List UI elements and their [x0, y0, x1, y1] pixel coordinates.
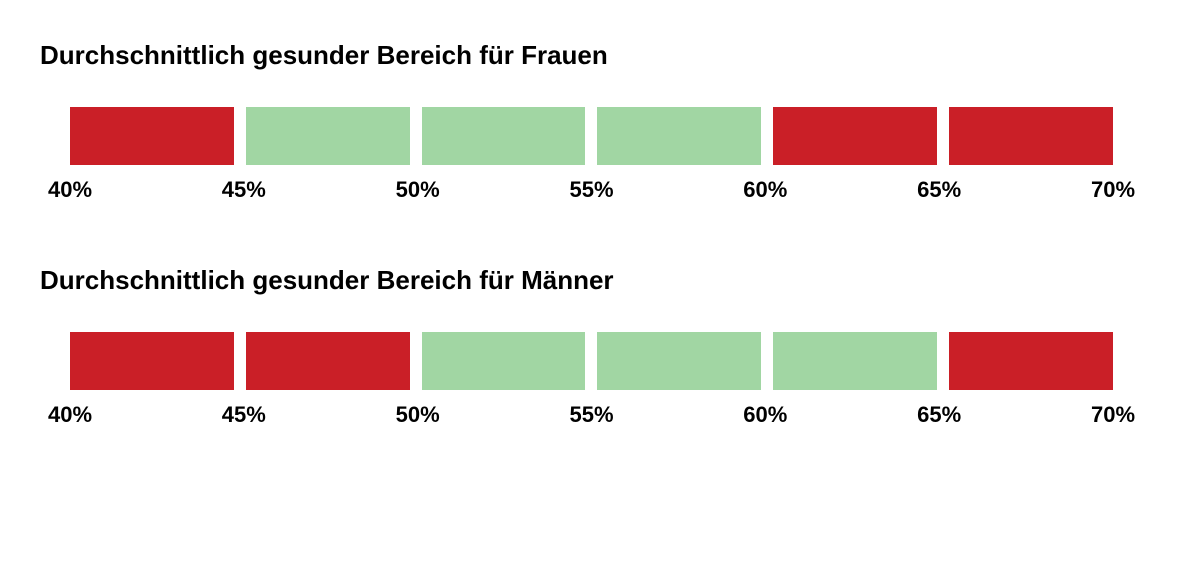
axis-tick-label: 55%	[569, 177, 613, 203]
bar-segment	[949, 332, 1113, 390]
bar-segment	[70, 107, 234, 165]
axis-tick-label: 70%	[1091, 402, 1135, 428]
bar-segment	[422, 332, 586, 390]
axis-tick-label: 45%	[222, 402, 266, 428]
bar-track	[70, 107, 1113, 165]
bar-segment	[773, 107, 937, 165]
bar-segment	[422, 107, 586, 165]
bar-segment	[70, 332, 234, 390]
range-chart-section: Durchschnittlich gesunder Bereich für Mä…	[40, 265, 1143, 430]
axis-tick-label: 50%	[396, 402, 440, 428]
bar-segment	[246, 332, 410, 390]
bar-segment	[949, 107, 1113, 165]
axis-tick-label: 55%	[569, 402, 613, 428]
axis-tick-label: 65%	[917, 177, 961, 203]
range-charts-container: Durchschnittlich gesunder Bereich für Fr…	[40, 40, 1143, 430]
axis-tick-label: 45%	[222, 177, 266, 203]
axis-tick-label: 60%	[743, 177, 787, 203]
tick-row: 40%45%50%55%60%65%70%	[70, 177, 1113, 205]
axis-tick-label: 40%	[48, 402, 92, 428]
range-chart-section: Durchschnittlich gesunder Bereich für Fr…	[40, 40, 1143, 205]
bar-area: 40% 45% 50% 55% 60% 65% 70%	[40, 107, 1143, 205]
axis-tick-label: 70%	[1091, 177, 1135, 203]
bar-track	[70, 332, 1113, 390]
bar-segment	[597, 107, 761, 165]
bar-segment	[773, 332, 937, 390]
bar-area: 40% 45% 50% 55% 60% 65% 70%	[40, 332, 1143, 430]
axis-tick-label: 40%	[48, 177, 92, 203]
axis-tick-label: 65%	[917, 402, 961, 428]
chart-title: Durchschnittlich gesunder Bereich für Fr…	[40, 40, 1143, 71]
bar-segment	[246, 107, 410, 165]
axis-tick-label: 50%	[396, 177, 440, 203]
bar-segment	[597, 332, 761, 390]
tick-row: 40%45%50%55%60%65%70%	[70, 402, 1113, 430]
chart-title: Durchschnittlich gesunder Bereich für Mä…	[40, 265, 1143, 296]
axis-tick-label: 60%	[743, 402, 787, 428]
